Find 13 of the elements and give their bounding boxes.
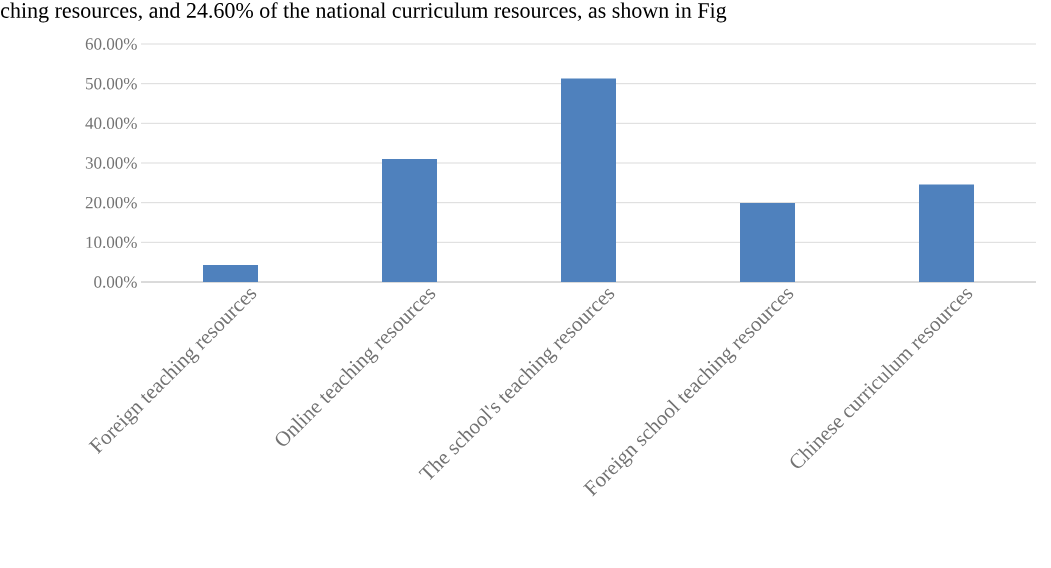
- text: ching resources, and 24.60% of the national curriculum resources, as shown in Fig: [1, 2, 727, 23]
- y-tick-label: 40.00%: [85, 117, 137, 130]
- y-tick-label: 30.00%: [85, 157, 137, 169]
- bar: [203, 264, 259, 282]
- y-tick-label: 60.00%: [85, 38, 137, 50]
- bar: [919, 184, 975, 282]
- bar: [740, 203, 796, 282]
- y-tick-label: 0.00%: [94, 276, 137, 288]
- bar: [382, 159, 438, 282]
- y-tick-label: 20.00%: [85, 196, 137, 209]
- y-tick-label: 50.00%: [86, 77, 137, 90]
- y-tick-label: 10.00%: [86, 236, 137, 249]
- bar: [561, 78, 617, 282]
